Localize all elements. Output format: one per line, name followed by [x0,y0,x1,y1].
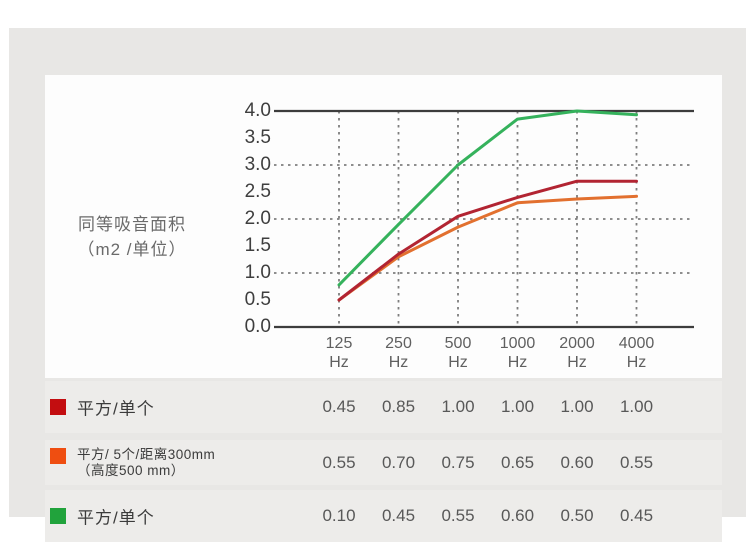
table-value: 1.00 [619,397,654,416]
page-panel: 同等吸音面积 （m2 /单位） 4.0 3.5 3.0 2.5 2.0 1.5 1.0 0.5… [9,28,746,542]
y-axis-title: 同等吸音面积 （m2 /单位） [51,212,213,262]
x-axis-tick-line: 2000 [559,335,595,352]
chart-card: 同等吸音面积 （m2 /单位） 4.0 3.5 3.0 2.5 2.0 1.5 1.0 0.5… [45,75,722,378]
x-axis-tick-line: Hz [388,354,409,371]
x-axis-tick-label: 125 Hz [304,334,374,372]
table-value: 0.85 [381,397,416,416]
x-axis-tick-line: Hz [448,354,468,371]
legend-swatch-red [50,399,66,415]
table-value: 1.00 [441,397,475,416]
x-axis-tick-label: 250 Hz [364,334,434,372]
x-axis-tick-line: 250 [385,335,412,352]
x-axis-tick-line: 4000 [618,335,655,352]
legend-label-line: （高度500 mm） [77,462,185,478]
y-axis-tick-label: 2.5 [244,181,271,202]
y-axis-tick-label: 2.0 [244,208,271,229]
series-line-2 [337,109,638,287]
legend-swatch-green [50,508,66,524]
x-axis-tick-line: Hz [329,354,349,371]
y-axis-tick-label: 3.5 [244,127,271,148]
x-axis-tick-line: Hz [626,354,647,371]
x-axis-tick-line: Hz [567,354,587,371]
x-axis-tick-line: 500 [444,335,472,352]
page: { "ylabel": { "line1": "同等吸音面积", "line2"… [9,28,746,542]
y-axis-tick-label: 0.0 [244,316,271,337]
series-line-1 [337,194,638,302]
y-axis-tick-label: 4.0 [244,100,271,121]
y-axis-title-line2: （m2 /单位） [77,240,187,259]
y-axis-tick-label: 0.5 [244,289,271,310]
x-axis-tick-line: 1000 [499,335,536,352]
table-value: 0.45 [322,397,356,416]
table-value: 1.00 [560,397,594,416]
table-value: 0.50 [560,506,594,525]
x-axis-tick-label: 500 Hz [423,334,493,372]
x-axis-tick-label: 1000 Hz [483,334,553,372]
legend-label-line: 平方/单个 [77,399,155,419]
x-axis-tick-line: 125 [325,335,353,352]
legend-label-line: 平方/ 5个/距离300mm [77,446,216,462]
legend-label: 平方/ 5个/距离300mm （高度500 mm） [77,447,215,479]
x-axis-tick-label: 2000 Hz [542,334,612,372]
table-value: 0.70 [381,452,416,472]
table-value: 0.65 [500,452,535,472]
table-value: 0.75 [441,452,475,472]
table-value: 0.45 [381,506,416,525]
table-value: 1.00 [500,397,535,416]
table-value: 0.60 [560,452,594,472]
y-axis-tick-label: 1.0 [244,262,271,283]
line-chart [274,109,694,329]
table-row: 平方/单个 0.45 0.85 1.00 1.00 1.00 1.00 [45,381,722,433]
table-value: 0.55 [441,506,475,525]
table-value: 0.10 [322,506,356,525]
legend-label: 平方/单个 [77,504,155,529]
legend-swatch-orange [50,448,66,464]
legend-label-line: 平方/单个 [77,508,155,528]
table-value: 0.60 [500,506,535,525]
x-axis-tick-label: 4000 Hz [602,334,672,372]
table-value: 0.45 [619,506,654,525]
table-row: 平方/单个 0.10 0.45 0.55 0.60 0.50 0.45 [45,490,722,542]
y-axis-title-line1: 同等吸音面积 [78,215,186,234]
legend-label: 平方/单个 [77,395,155,420]
y-axis-tick-label: 1.5 [244,235,271,256]
table-value: 0.55 [322,452,356,472]
table-row: 平方/ 5个/距离300mm （高度500 mm） 0.55 0.70 0.75 0.6… [45,440,722,485]
y-axis-tick-label: 3.0 [244,154,271,175]
series-line-0 [337,179,638,302]
table-value: 0.55 [619,452,654,472]
x-axis-tick-line: Hz [507,354,528,371]
